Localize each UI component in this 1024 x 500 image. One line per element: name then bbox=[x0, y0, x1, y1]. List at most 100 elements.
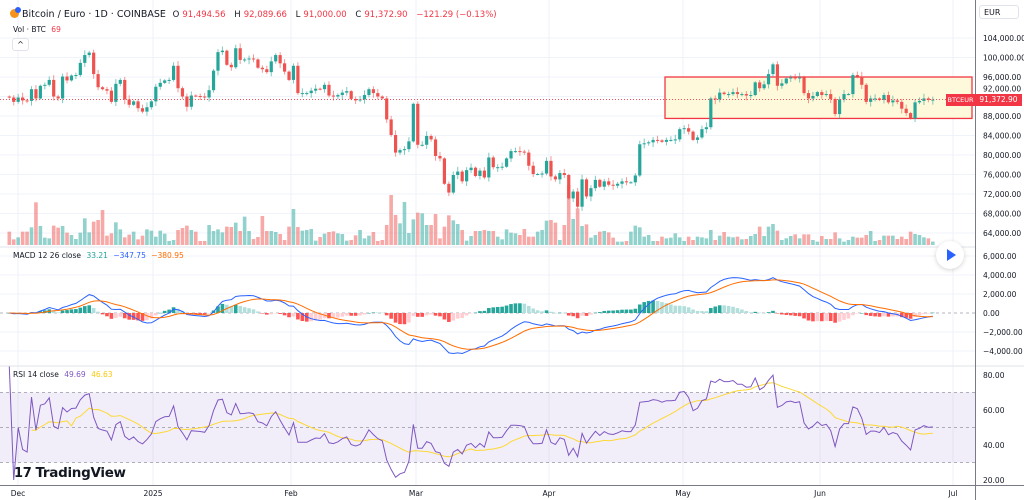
low-value: 91,000.00 bbox=[303, 10, 347, 20]
macd-histogram-bar bbox=[296, 313, 300, 320]
candle-body bbox=[771, 64, 775, 75]
volume-bar bbox=[56, 227, 60, 245]
macd-histogram-bar bbox=[318, 313, 322, 320]
macd-histogram-bar bbox=[566, 313, 571, 316]
volume-bar bbox=[726, 236, 731, 245]
candle-body bbox=[837, 99, 842, 115]
candle-body bbox=[536, 174, 540, 176]
candle-body bbox=[749, 95, 753, 97]
volume-bar bbox=[16, 237, 20, 245]
rsi-label[interactable]: RSI 14 close bbox=[13, 370, 59, 379]
macd-histogram-bar bbox=[469, 313, 473, 314]
volume-bar bbox=[908, 231, 913, 245]
price-axis-tick-label: 80,000.00 bbox=[983, 151, 1021, 160]
volume-bar bbox=[229, 227, 234, 245]
volume-bar bbox=[700, 237, 704, 245]
volume-bar bbox=[358, 230, 362, 245]
macd-histogram-bar bbox=[238, 306, 242, 313]
macd-histogram-bar bbox=[731, 306, 735, 313]
volume-bar bbox=[891, 235, 895, 245]
candle-body bbox=[376, 93, 380, 97]
candle-body bbox=[562, 173, 566, 176]
macd-histogram-bar bbox=[695, 310, 700, 313]
time-axis-tick-label: Mar bbox=[409, 489, 424, 498]
volume-bar bbox=[127, 234, 131, 245]
candle-body bbox=[296, 65, 300, 94]
macd-histogram-bar bbox=[415, 313, 420, 317]
candle-body bbox=[607, 181, 611, 185]
macd-histogram-bar bbox=[713, 306, 718, 313]
candle-body bbox=[571, 191, 575, 199]
macd-histogram-bar bbox=[398, 313, 402, 325]
macd-histogram-bar bbox=[167, 309, 171, 313]
ohlc-values: O 91,494.56 H 92,089.66 L 91,000.00 C 91,372… bbox=[173, 10, 500, 20]
macd-histogram-bar bbox=[757, 312, 762, 314]
volume-bar bbox=[531, 236, 536, 245]
volume-bar bbox=[722, 232, 726, 245]
macd-histogram-bar bbox=[433, 313, 438, 316]
volume-bar bbox=[731, 237, 735, 245]
volume-bar bbox=[704, 238, 709, 245]
candle-body bbox=[469, 167, 473, 171]
candle-body bbox=[669, 139, 673, 141]
tradingview-logo[interactable]: 17 TradingView bbox=[14, 465, 126, 481]
macd-histogram-bar bbox=[593, 312, 598, 314]
candle-body bbox=[282, 63, 287, 72]
volume-bar bbox=[322, 233, 327, 245]
macd-histogram-bar bbox=[136, 313, 140, 321]
macd-histogram-bar bbox=[171, 307, 176, 313]
macd-histogram-bar bbox=[65, 310, 69, 313]
candle-body bbox=[660, 140, 664, 142]
scroll-to-realtime-button[interactable] bbox=[936, 241, 964, 269]
rsi-value: 49.69 bbox=[64, 370, 86, 379]
volume-bar bbox=[797, 238, 802, 245]
volume-bar bbox=[291, 209, 296, 245]
collapse-legend-button[interactable]: ^ bbox=[12, 38, 29, 51]
volume-bar bbox=[371, 232, 376, 245]
symbol-title[interactable]: Bitcoin / Euro · 1D · COINBASE bbox=[22, 9, 166, 20]
time-axis-tick-label: Jul bbox=[947, 489, 957, 498]
candle-body bbox=[274, 55, 278, 62]
macd-histogram-bar bbox=[309, 313, 314, 322]
candle-body bbox=[74, 75, 78, 77]
candle-body bbox=[491, 157, 495, 168]
volume-bar bbox=[393, 215, 398, 245]
macd-histogram-bar bbox=[260, 313, 265, 314]
volume-bar bbox=[487, 231, 491, 245]
macd-histogram-bar bbox=[269, 313, 274, 315]
candle-body bbox=[815, 92, 819, 97]
macd-histogram-bar bbox=[553, 312, 558, 314]
candle-body bbox=[824, 94, 828, 96]
candle-body bbox=[793, 77, 797, 79]
volume-bar bbox=[318, 237, 322, 245]
macd-histogram-bar bbox=[651, 300, 655, 313]
candle-body bbox=[664, 139, 669, 142]
macd-histogram-bar bbox=[509, 304, 513, 313]
candle-body bbox=[229, 64, 233, 68]
volume-bar bbox=[145, 229, 149, 245]
volume-bar bbox=[549, 220, 553, 245]
volume-bar bbox=[562, 225, 567, 245]
macd-histogram-bar bbox=[589, 313, 593, 315]
volume-bar bbox=[122, 237, 127, 245]
volume-bar bbox=[207, 225, 211, 245]
low-label: L bbox=[295, 10, 301, 20]
candle-body bbox=[203, 96, 207, 98]
volume-bar bbox=[624, 241, 629, 245]
candle-body bbox=[171, 65, 176, 80]
volume-bar bbox=[837, 238, 842, 245]
candle-body bbox=[846, 94, 851, 96]
macd-histogram-bar bbox=[899, 313, 904, 318]
candle-body bbox=[176, 65, 180, 89]
volume-label[interactable]: Vol · BTC bbox=[13, 25, 46, 34]
candle-body bbox=[314, 88, 318, 91]
currency-button[interactable]: EUR bbox=[979, 5, 1019, 19]
macd-histogram-bar bbox=[287, 313, 291, 318]
volume-bar bbox=[189, 230, 194, 245]
macd-histogram-bar bbox=[646, 300, 651, 313]
volume-bar bbox=[51, 225, 56, 245]
macd-histogram-bar bbox=[598, 312, 602, 313]
macd-label[interactable]: MACD 12 26 close bbox=[13, 251, 82, 260]
macd-histogram-bar bbox=[233, 304, 238, 313]
